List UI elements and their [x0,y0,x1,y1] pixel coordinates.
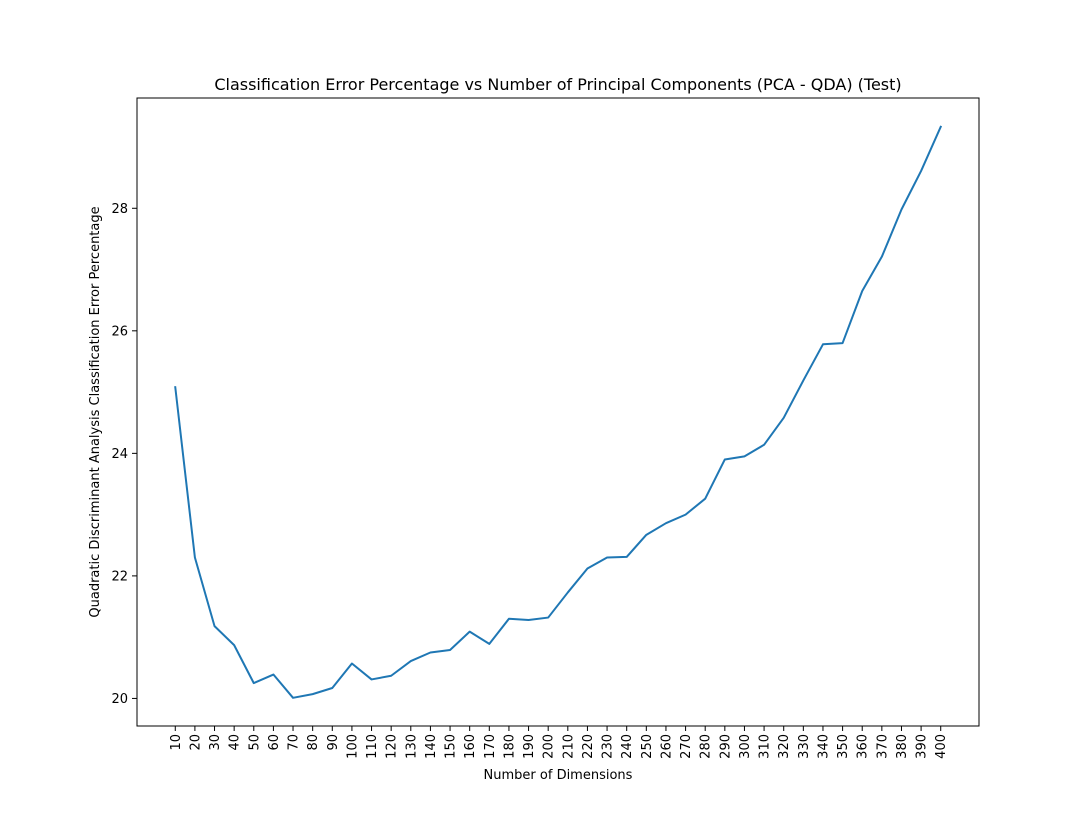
y-tick-label: 28 [111,202,128,217]
x-tick-label: 380 [895,734,910,759]
y-tick-label: 20 [111,692,128,707]
x-tick-label: 350 [836,734,851,759]
x-tick-label: 170 [483,734,498,759]
x-tick-label: 280 [699,734,714,759]
x-tick-label: 110 [365,734,380,759]
x-tick-label: 20 [188,734,203,751]
x-tick-label: 340 [816,734,831,759]
x-tick-label: 150 [444,734,459,759]
x-tick-label: 160 [463,734,478,759]
series-layer [174,125,943,699]
x-tick-label: 300 [738,734,753,759]
x-tick-label: 270 [679,734,694,759]
x-tick-label: 240 [620,734,635,759]
x-axis-label: Number of Dimensions [484,768,633,783]
x-tick-label: 120 [385,734,400,759]
x-tick-label: 390 [915,734,930,759]
x-tick-label: 330 [797,734,812,759]
y-axis-label: Quadratic Discriminant Analysis Classifi… [88,206,103,617]
x-tick-label: 400 [934,734,949,759]
x-tick-label: 80 [306,734,321,751]
x-tick-label: 230 [601,734,616,759]
y-tick-label: 24 [111,447,128,462]
x-tick-label: 10 [169,734,184,751]
x-tick-label: 50 [247,734,262,751]
x-tick-label: 250 [640,734,655,759]
x-tick-label: 320 [777,734,792,759]
x-tick-label: 180 [502,734,517,759]
x-tick-label: 200 [542,734,557,759]
x-tick-label: 100 [345,734,360,759]
x-tick-label: 210 [561,734,576,759]
x-tick-label: 130 [404,734,419,759]
x-tick-label: 370 [875,734,890,759]
x-tick-label: 90 [326,734,341,751]
x-tick-label: 70 [287,734,302,751]
y-tick-label: 22 [111,569,128,584]
x-tick-label: 360 [856,734,871,759]
plot-frame [136,97,980,727]
series-line [174,125,943,699]
x-tick-label: 260 [659,734,674,759]
x-tick-label: 220 [581,734,596,759]
x-tick-label: 40 [228,734,243,751]
x-tick-label: 60 [267,734,282,751]
y-axis-ticks: 20 22 24 26 28 [111,202,137,707]
x-tick-label: 310 [758,734,773,759]
x-tick-label: 140 [424,734,439,759]
x-tick-label: 190 [522,734,537,759]
chart-title: Classification Error Percentage vs Numbe… [214,75,901,94]
x-tick-label: 30 [208,734,223,751]
x-axis-ticks: 10 20 30 40 50 60 70 80 90 100 110 120 130 140 150 160 1… [169,726,949,759]
y-tick-label: 26 [111,324,128,339]
x-tick-label: 290 [718,734,733,759]
